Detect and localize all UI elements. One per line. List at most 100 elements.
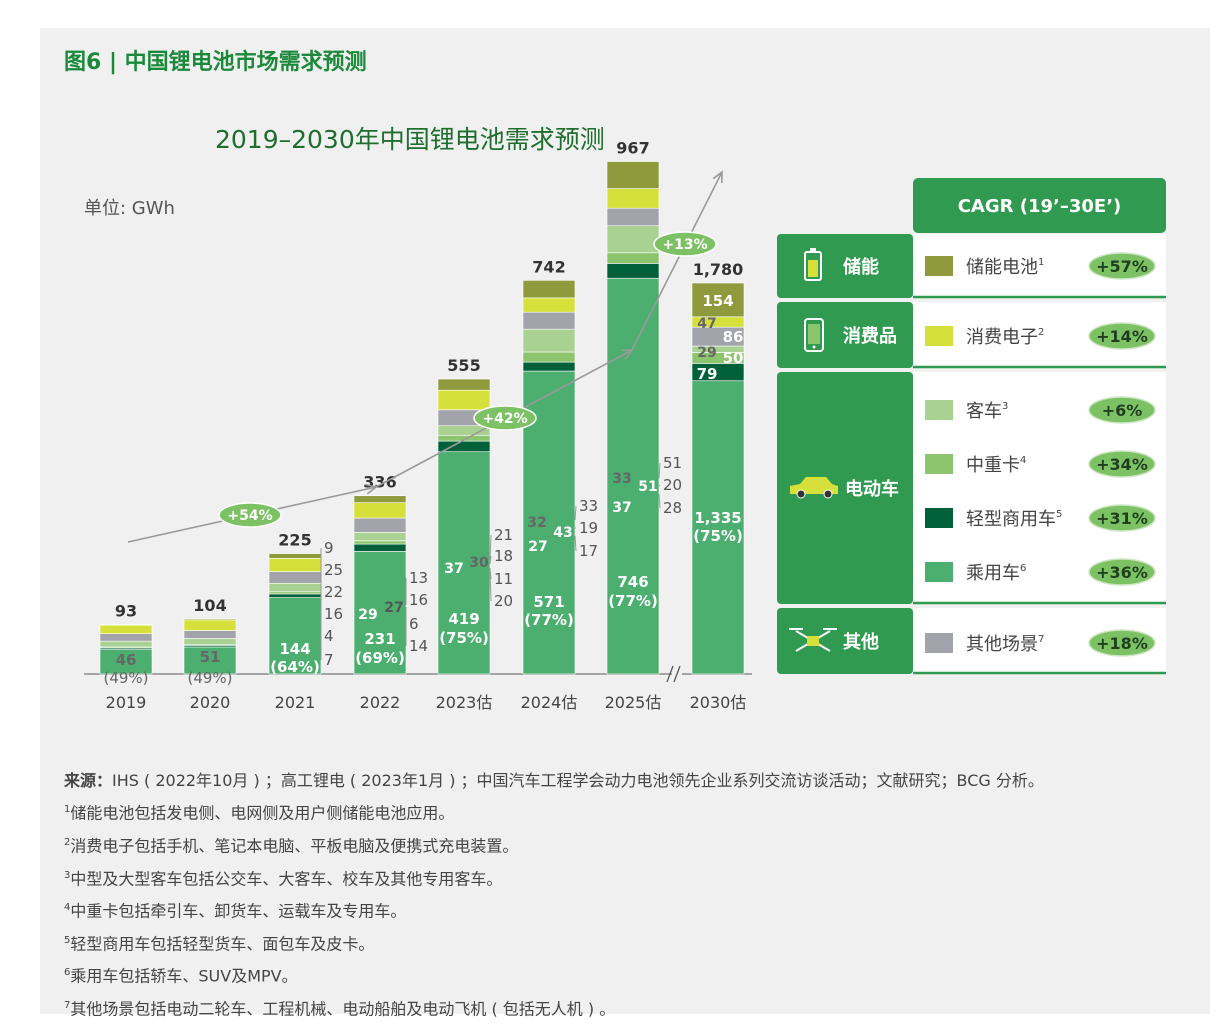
data-label: 32: [527, 515, 546, 531]
cagr-value: +34%: [1096, 455, 1148, 474]
battery-icon: [804, 248, 822, 281]
bar-total-label: 555: [447, 356, 480, 375]
leader-line: [489, 571, 492, 602]
footer: 来源：IHS ( 2022年10月 ) ；高工锂电 ( 2023年1月 ) ；中…: [64, 766, 1184, 1024]
cagr-pill: [1088, 322, 1156, 350]
callout-label: 11: [494, 570, 513, 588]
footnote-number: 6: [64, 967, 71, 979]
footnote-number: 4: [64, 902, 71, 914]
cagr-pill: [1088, 396, 1156, 424]
callout-label: 13: [409, 569, 428, 587]
data-label: 47: [697, 316, 716, 332]
bar-segment-passenger: [183, 646, 237, 675]
callout-label: 6: [409, 615, 419, 633]
data-label: (64%): [270, 658, 320, 676]
bar-total-label: 742: [532, 257, 565, 276]
footnote-text: 轻型商用车包括轻型货车、面包车及皮卡。: [70, 934, 375, 954]
data-label: (75%): [693, 527, 743, 545]
footnote-text: 消费电子包括手机、笔记本电脑、平板电脑及便携式充电装置。: [70, 836, 519, 856]
source-text: IHS ( 2022年10月 ) ；高工锂电 ( 2023年1月 ) ；中国汽车…: [112, 771, 1044, 790]
data-label: 571: [533, 593, 564, 611]
callout-label: 16: [409, 591, 428, 609]
footnotes: 1储能电池包括发电侧、电网侧及用户侧储能电池应用。 2消费电子包括手机、笔记本电脑…: [64, 795, 1184, 1023]
cagr-pill: [1088, 450, 1156, 478]
x-tick-label: 2023估: [436, 693, 493, 712]
bar-segment-storage: [99, 624, 153, 626]
legend-group-label: 储能: [842, 256, 879, 278]
legend-swatch: [925, 400, 953, 420]
source-label: 来源：: [64, 771, 113, 790]
data-label: 79: [697, 365, 718, 383]
data-label: 86: [723, 328, 744, 346]
axis-break-mark: [673, 665, 681, 683]
data-label: (77%): [608, 592, 658, 610]
legend-group-label: 消费品: [843, 325, 897, 347]
data-label: 154: [702, 292, 733, 310]
growth-label: +54%: [227, 508, 272, 524]
cagr-value: +18%: [1096, 634, 1148, 653]
bar-segment-passenger: [691, 380, 745, 675]
cagr-pill: [1088, 558, 1156, 586]
footnote-text: 其他场景包括电动二轮车、工程机械、电动船舶及电动飞机 ( 包括无人机 ) 。: [70, 999, 616, 1019]
bar-total-label: 967: [616, 139, 649, 158]
cagr-value: +6%: [1102, 401, 1143, 420]
data-label: 231: [364, 630, 395, 648]
legend-swatch: [925, 562, 953, 582]
footnote: 6乘用车包括轿车、SUV及MPV。: [64, 958, 1184, 991]
data-label: 33: [612, 471, 631, 487]
legend-item-label: 中重卡4: [966, 455, 1026, 476]
callout-label: 20: [663, 476, 682, 494]
data-label: 27: [384, 600, 403, 616]
data-label: 29: [358, 607, 377, 623]
callout-label: 22: [324, 583, 343, 601]
axis-break-mark: [666, 665, 674, 683]
arrow-head-icon: [620, 349, 634, 360]
footnote: 1储能电池包括发电侧、电网侧及用户侧储能电池应用。: [64, 795, 1184, 828]
source-line: 来源：IHS ( 2022年10月 ) ；高工锂电 ( 2023年1月 ) ；中…: [64, 766, 1184, 795]
data-label: 29: [697, 345, 716, 361]
x-tick-label: 2021: [275, 693, 316, 712]
bar-segment-passenger: [353, 551, 407, 675]
callout-label: 14: [409, 637, 428, 655]
legend-swatch: [925, 326, 953, 346]
footnote-text: 中重卡包括牵引车、卸货车、运载车及专用车。: [70, 901, 407, 921]
footnote: 7其他场景包括电动二轮车、工程机械、电动船舶及电动飞机 ( 包括无人机 ) 。: [64, 991, 1184, 1024]
callout-label: 18: [494, 547, 513, 565]
legend-swatch: [925, 454, 953, 474]
data-label: (69%): [355, 649, 405, 667]
chart-title: 2019–2030年中国锂电池需求预测: [215, 125, 605, 154]
arrow-head-icon: [365, 483, 378, 495]
data-label: 46: [116, 651, 137, 669]
bar-segment-passenger: [606, 277, 660, 675]
cagr-pill: [1088, 252, 1156, 280]
footnote-text: 中型及大型客车包括公交车、大客车、校车及其他专用客车。: [70, 868, 503, 888]
callout-label: 9: [324, 539, 334, 557]
footnote: 4中重卡包括牵引车、卸货车、运载车及专用车。: [64, 893, 1184, 926]
footnote: 2消费电子包括手机、笔记本电脑、平板电脑及便携式充电装置。: [64, 828, 1184, 861]
data-label: 27: [528, 539, 547, 555]
growth-pill: [473, 405, 537, 431]
drone-icon: [789, 628, 837, 652]
data-label: 1,335: [694, 509, 741, 527]
bar-segment-storage: [437, 378, 491, 391]
callout-label: 25: [324, 561, 343, 579]
bar-segment-bus: [606, 225, 660, 254]
data-label: 43: [553, 525, 572, 541]
data-label: (49%): [187, 669, 232, 687]
cagr-header: [913, 178, 1166, 233]
phone-icon: [804, 318, 824, 352]
callout-label: 7: [324, 651, 334, 669]
data-label: 37: [612, 500, 631, 516]
arrow-head-icon: [712, 170, 723, 184]
bar-segment-passenger: [268, 597, 322, 675]
legend-swatch: [925, 256, 953, 276]
legend-group-3: [777, 608, 913, 674]
bar-total-label: 104: [193, 596, 226, 615]
legend-item-label: 储能电池1: [966, 257, 1044, 278]
x-tick-label: 2019: [106, 693, 147, 712]
figure-title: 图6 | 中国锂电池市场需求预测: [64, 50, 367, 75]
x-tick-label: 2030估: [690, 693, 747, 712]
data-label: 144: [279, 640, 310, 658]
bar-total-label: 225: [278, 531, 311, 550]
footnote: 5轻型商用车包括轻型货车、面包车及皮卡。: [64, 926, 1184, 959]
